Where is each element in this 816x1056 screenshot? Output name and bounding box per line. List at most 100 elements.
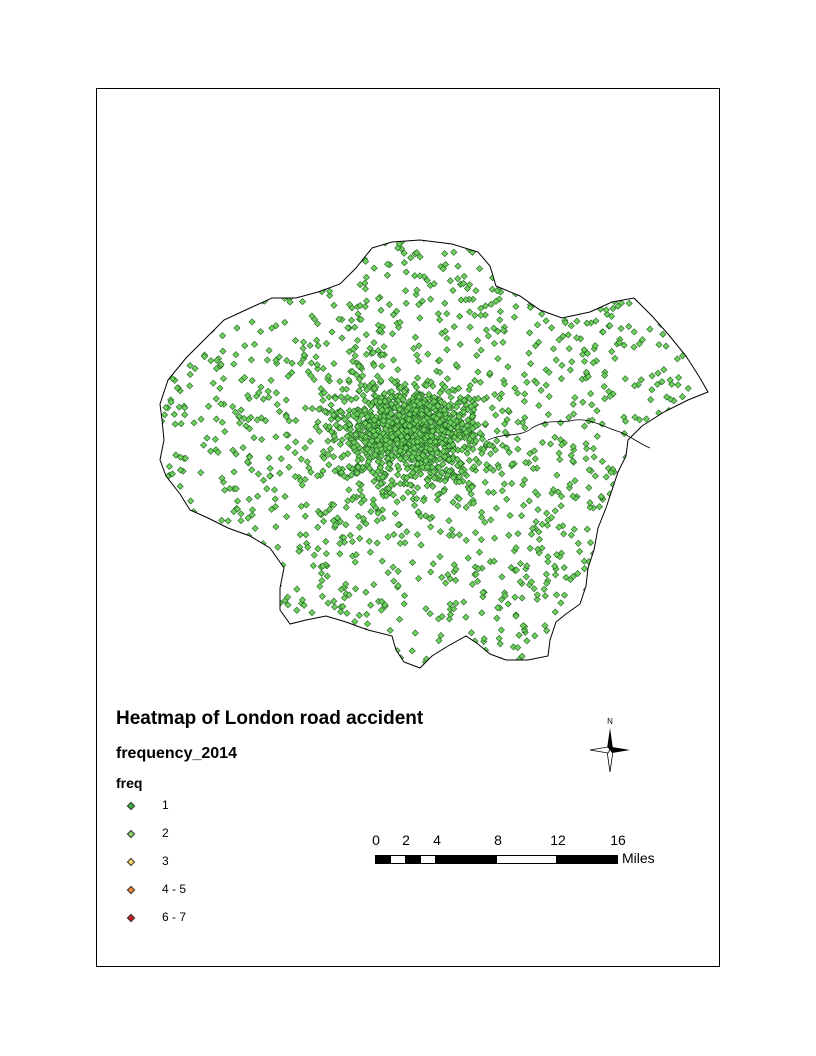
accident-point (236, 615, 244, 623)
accident-point (242, 594, 250, 602)
accident-point (490, 488, 498, 497)
map-subtitle: frequency_2014 (116, 745, 237, 762)
accident-point (233, 324, 241, 332)
accident-point (181, 349, 189, 357)
accident-point (436, 528, 444, 536)
accident-point (604, 591, 612, 599)
accident-point (309, 562, 317, 570)
accident-point (210, 273, 218, 281)
accident-point (662, 423, 671, 431)
accident-point (394, 471, 402, 479)
accident-point (324, 599, 332, 607)
accident-point (443, 334, 451, 342)
accident-point (171, 420, 179, 428)
accident-point (520, 371, 528, 379)
accident-point (307, 359, 315, 367)
accident-point (229, 403, 237, 411)
accident-point (477, 660, 486, 668)
accident-point (471, 311, 479, 319)
accident-point (535, 338, 543, 346)
accident-point (648, 372, 656, 380)
accident-point (341, 248, 350, 257)
accident-point (698, 349, 706, 357)
accident-point (651, 271, 659, 280)
accident-point (306, 437, 314, 445)
accident-point (473, 241, 481, 249)
accident-point (454, 262, 462, 270)
accident-point (301, 444, 309, 452)
accident-point (232, 351, 240, 359)
accident-point (450, 248, 458, 256)
accident-point (534, 506, 542, 514)
accident-point (652, 423, 660, 431)
accident-point (389, 563, 397, 571)
accident-point (537, 386, 545, 394)
accident-point (592, 271, 600, 279)
accident-point (370, 581, 378, 589)
accident-point (674, 469, 682, 477)
accident-point (572, 650, 580, 658)
accident-point (553, 272, 561, 280)
accident-point (446, 277, 454, 285)
accident-point (645, 299, 653, 307)
accident-point (436, 553, 444, 561)
accident-point (505, 531, 513, 539)
accident-point (195, 306, 203, 314)
accident-point (297, 455, 305, 463)
accident-point (476, 378, 484, 386)
accident-point (362, 350, 370, 358)
accident-point (272, 523, 280, 531)
accident-point (460, 598, 468, 606)
accident-point (291, 336, 300, 345)
accident-point (195, 281, 203, 289)
accident-point (330, 597, 338, 605)
accident-point (299, 254, 307, 262)
accident-point (415, 301, 423, 309)
accident-point (207, 357, 215, 365)
accident-point (403, 528, 411, 536)
accident-point (168, 470, 176, 478)
accident-point (181, 411, 189, 419)
accident-point (625, 454, 633, 462)
legend-label: 4 - 5 (162, 882, 187, 896)
accident-point (315, 427, 323, 435)
accident-point (298, 298, 307, 306)
accident-point (404, 488, 412, 496)
accident-point (277, 455, 285, 463)
accident-point (213, 552, 221, 560)
accident-point (595, 623, 603, 631)
accident-point (274, 543, 282, 551)
accident-point (521, 390, 529, 398)
accident-point (627, 605, 635, 613)
accident-point (193, 551, 201, 559)
accident-point (238, 240, 246, 248)
accident-point (653, 380, 661, 388)
accident-point (601, 640, 609, 648)
accident-point (700, 448, 708, 457)
accident-point (447, 393, 455, 401)
accident-point (687, 513, 695, 522)
accident-point (260, 546, 269, 554)
accident-point (658, 378, 666, 386)
accident-point (559, 635, 567, 643)
accident-point (472, 529, 480, 537)
accident-point (200, 562, 208, 570)
accident-point (413, 286, 421, 294)
accident-point (618, 649, 626, 657)
accident-point (303, 282, 311, 290)
accident-point (292, 438, 300, 446)
accident-point (176, 482, 184, 490)
accident-point (259, 476, 268, 484)
accident-point (257, 328, 265, 336)
accident-point (642, 415, 650, 423)
accident-point (364, 240, 372, 246)
accident-point (197, 415, 205, 423)
accident-point (660, 592, 668, 600)
accident-point (427, 568, 435, 576)
accident-point (303, 283, 311, 292)
accident-point (289, 280, 297, 288)
accident-point (422, 605, 430, 613)
accident-point (523, 378, 531, 386)
accident-point (165, 617, 173, 625)
accident-point (214, 314, 222, 322)
